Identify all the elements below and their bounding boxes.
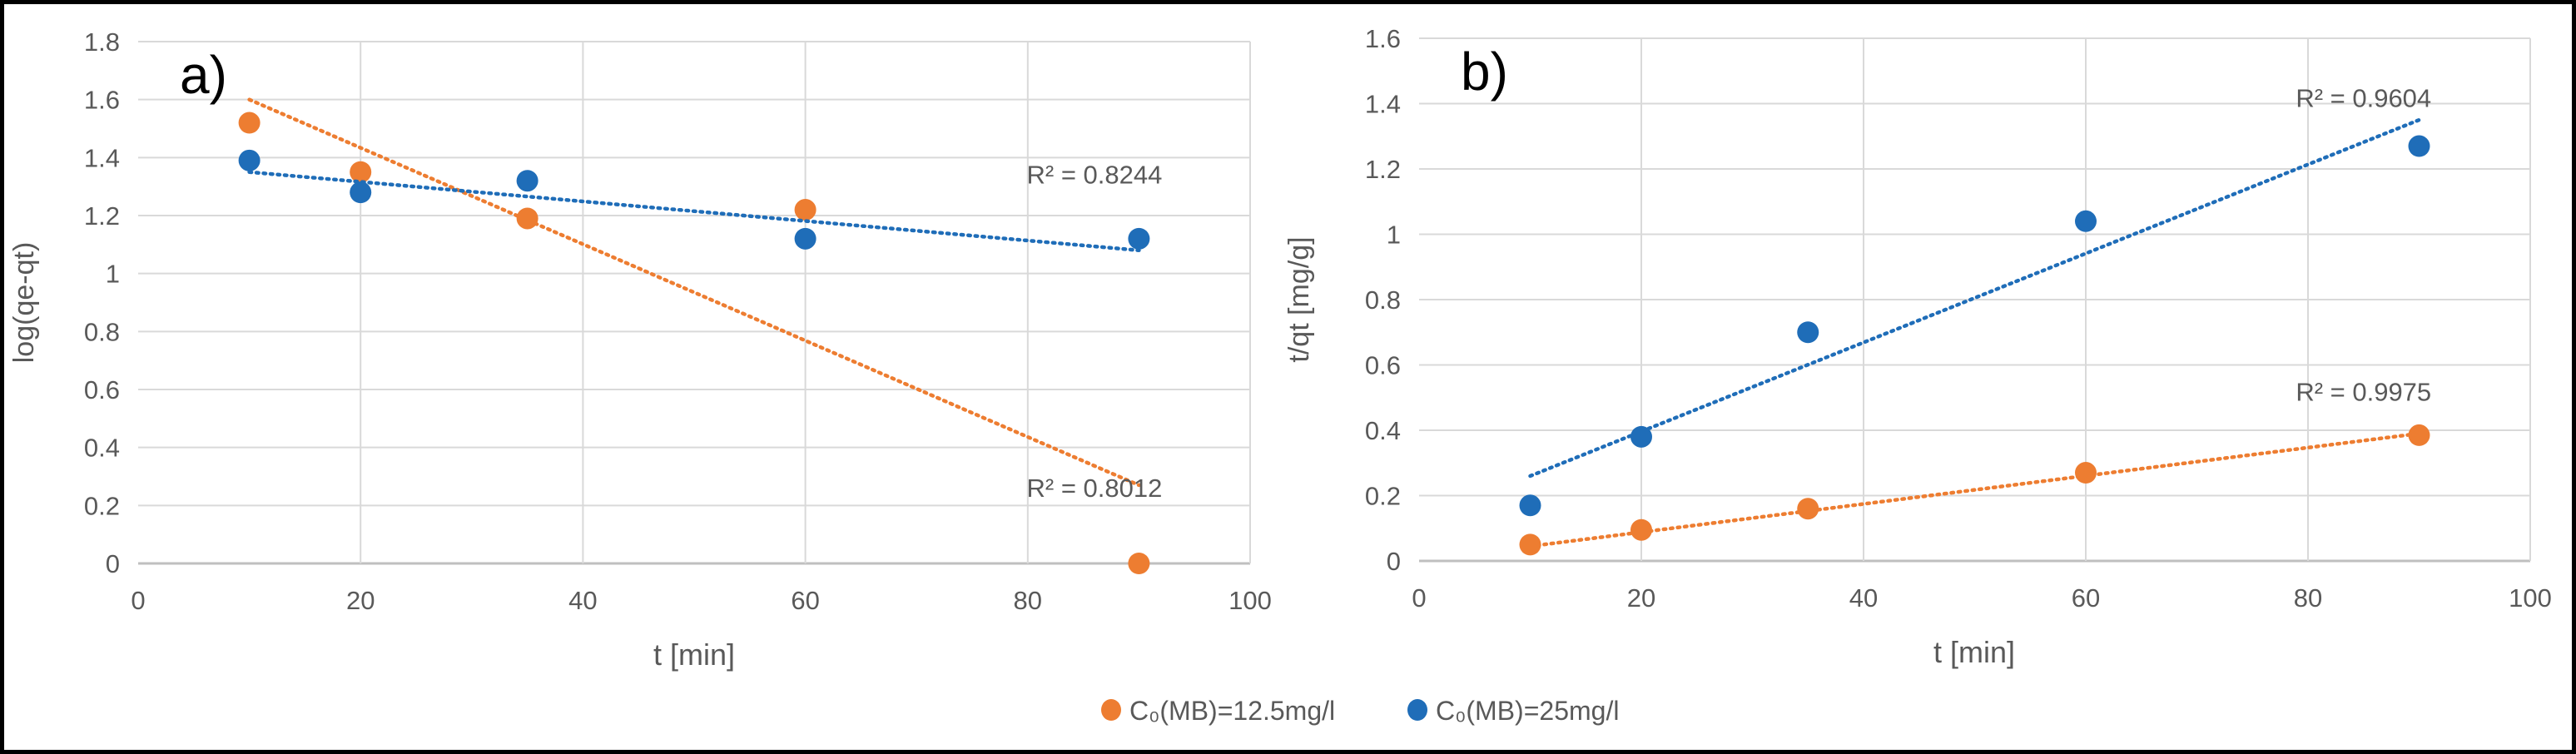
legend: C₀(MB)=12.5mg/l C₀(MB)=25mg/l (1101, 696, 1619, 726)
trendline-orange (1528, 431, 2421, 548)
x-tick-label: 60 (2072, 583, 2100, 613)
legend-marker-orange (1101, 699, 1121, 721)
y-tick-label: 1 (1387, 221, 1401, 250)
data-point-blue (794, 227, 816, 250)
data-point-blue (2408, 135, 2430, 157)
panel-label: a) (180, 45, 227, 105)
y-tick-label: 1.4 (84, 143, 120, 172)
r-squared-label: R² = 0.9604 (2296, 83, 2431, 112)
x-tick-label: 40 (568, 586, 597, 615)
x-tick-label: 60 (791, 586, 819, 615)
panel-label: b) (1461, 42, 1508, 102)
y-tick-label: 1.2 (84, 201, 120, 231)
y-tick-label: 1.2 (1365, 155, 1401, 184)
y-tick-label: 0.4 (1365, 416, 1401, 445)
data-point-blue (1630, 425, 1652, 448)
data-point-orange (1630, 518, 1652, 541)
y-tick-label: 0 (1387, 547, 1401, 576)
data-point-orange (2408, 424, 2430, 446)
x-axis-label: t [min] (1933, 635, 2015, 669)
y-tick-label: 0.8 (1365, 285, 1401, 315)
y-tick-label: 1.6 (1365, 24, 1401, 53)
data-point-blue (350, 181, 372, 204)
y-tick-label: 0.2 (84, 491, 120, 520)
data-point-blue (1797, 321, 1819, 344)
x-tick-label: 80 (2294, 583, 2322, 613)
data-point-blue (1128, 227, 1150, 250)
legend-marker-blue (1407, 699, 1427, 721)
x-tick-label: 20 (346, 586, 375, 615)
x-axis-label: t [min] (653, 637, 735, 672)
data-point-blue (1519, 494, 1541, 517)
x-tick-label: 20 (1627, 583, 1655, 613)
y-tick-label: 0 (106, 549, 120, 578)
data-point-orange (238, 112, 261, 134)
data-point-orange (2075, 462, 2097, 484)
x-tick-label: 80 (1014, 586, 1042, 615)
y-axis-label: t/qt [mg/g] (1283, 236, 1315, 362)
data-point-orange (1519, 533, 1541, 556)
trendline-blue (247, 170, 1141, 253)
y-tick-label: 1.6 (84, 86, 120, 115)
r-squared-label: R² = 0.8012 (1027, 474, 1163, 503)
x-tick-label: 0 (1412, 583, 1426, 613)
trendline-orange (247, 97, 1141, 488)
y-tick-label: 0.6 (1365, 351, 1401, 380)
y-tick-label: 1 (106, 260, 120, 289)
trendline-blue (1528, 117, 2421, 479)
y-tick-label: 1.8 (84, 27, 120, 57)
x-tick-label: 0 (131, 586, 145, 615)
legend-label: C₀(MB)=12.5mg/l (1129, 696, 1335, 726)
data-point-blue (516, 170, 539, 192)
data-point-blue (238, 149, 261, 171)
y-tick-label: 1.4 (1365, 90, 1401, 119)
data-point-orange (1797, 498, 1819, 520)
data-point-orange (1128, 553, 1150, 574)
y-tick-label: 0.8 (84, 317, 120, 346)
r-squared-label: R² = 0.8244 (1027, 161, 1163, 190)
x-tick-label: 40 (1849, 583, 1878, 613)
data-point-orange (350, 161, 372, 183)
chart-panel-b: 0 0.2 0.4 0.6 0.8 1 1.2 1.4 1.6 0 20 40 60 80 100 t [mi… (1283, 24, 2552, 669)
y-tick-label: 0.2 (1365, 482, 1401, 511)
data-point-orange (516, 207, 539, 230)
r-squared-label: R² = 0.9975 (2296, 378, 2431, 407)
y-axis-label: log(qe-qt) (8, 242, 40, 364)
y-tick-label: 0.6 (84, 375, 120, 404)
chart-panel-a: 0 0.2 0.4 0.6 0.8 1 1.2 1.4 1.6 1.8 0 20 40 60 80 100 t … (8, 27, 1272, 672)
data-point-blue (2075, 210, 2097, 232)
x-tick-label: 100 (2509, 583, 2552, 613)
legend-label: C₀(MB)=25mg/l (1436, 696, 1619, 726)
x-tick-label: 100 (1228, 586, 1272, 615)
data-point-orange (794, 199, 816, 221)
y-tick-label: 0.4 (84, 434, 120, 463)
